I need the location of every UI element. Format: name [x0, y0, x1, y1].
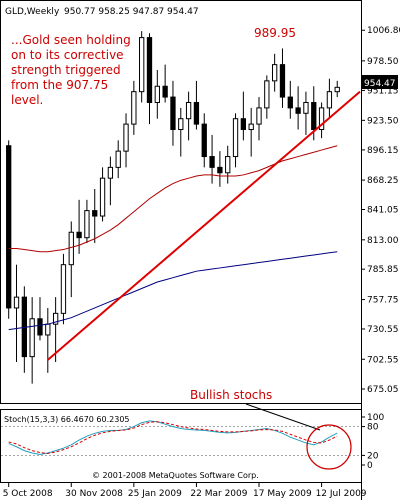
candle-body: [240, 118, 247, 131]
candle-body: [146, 37, 153, 103]
stoch-signal-line: [8, 421, 338, 454]
candle-body: [178, 118, 184, 131]
ohlc-readout: 950.77 958.25 947.87 954.47: [64, 7, 199, 17]
ma-slow-line: [8, 251, 338, 331]
stoch-annotation-arrow: [245, 403, 321, 431]
candle-body: [287, 96, 293, 109]
time-tick-label: 12 Jul 2009: [316, 489, 367, 499]
price-panel-frame: [0, 0, 362, 404]
candle-body: [201, 123, 207, 158]
candle-body: [162, 85, 168, 98]
candle-body: [225, 156, 231, 174]
stoch-main-line: [8, 420, 338, 455]
commentary-line-5: level.: [11, 93, 43, 107]
price-tick-label: 868.25: [367, 176, 399, 186]
price-tick-label: 978.50: [367, 57, 399, 67]
candle-body: [13, 296, 20, 309]
price-tick-label: 813.00: [367, 236, 399, 246]
candle-body: [248, 123, 254, 131]
commentary-line-1: ...Gold seen holding: [11, 33, 131, 47]
stoch-tick-label: 20: [367, 451, 379, 461]
time-tick-label: 30 Nov 2008: [65, 489, 123, 499]
price-tick-label: 730.55: [367, 325, 399, 335]
price-tick-label: 675.05: [367, 385, 399, 395]
candle-body: [170, 96, 176, 131]
stoch-title: Stoch(15,3,3) 66.4670 60.2305: [4, 415, 130, 424]
copyright: © 2001-2008 MetaQuotes Software Corp.: [92, 471, 259, 480]
candle-body: [185, 101, 192, 120]
candle-body: [45, 323, 51, 336]
stoch-highlight-circle: [306, 424, 352, 470]
candle-body: [52, 312, 59, 325]
candle-body: [29, 318, 35, 358]
candle-body: [326, 91, 333, 109]
candle-body: [68, 231, 74, 266]
stoch-panel-frame: [0, 409, 362, 483]
time-axis: 5 Oct 2008 30 Nov 2008 25 Jan 2009 22 Mar 2…: [3, 483, 367, 499]
stoch-tick-label: 100: [367, 413, 384, 423]
stoch-tick-label: 0: [367, 461, 373, 471]
candle-body: [154, 85, 160, 103]
candle-body: [271, 64, 278, 82]
candle-body: [256, 107, 262, 125]
price-tick-label: 757.75: [367, 296, 399, 306]
price-tick-label: 923.50: [367, 116, 399, 126]
candle-body: [264, 80, 270, 109]
symbol-label: GLD,Weekly: [5, 7, 60, 17]
support-trendline: [47, 90, 361, 361]
commentary-line-4: from the 907.75: [11, 78, 108, 92]
candle-body: [311, 101, 317, 131]
candle-body: [84, 210, 90, 239]
candle-body: [131, 91, 137, 125]
current-price-label: 954.47: [364, 79, 396, 89]
price-tick-label: 896.15: [367, 146, 399, 156]
price-tick-label: 702.55: [367, 355, 399, 365]
price-axis: 1006.80 978.50 951.15 923.50 896.15 868.25 841…: [361, 26, 400, 395]
peak-annotation: 989.95: [254, 26, 296, 40]
candle-body: [295, 107, 301, 114]
price-tick-label: 841.05: [367, 205, 399, 215]
moving-averages: [8, 145, 338, 331]
candle-body: [303, 101, 309, 114]
candle-body: [92, 210, 98, 217]
commentary-line-3: strength triggered: [11, 63, 121, 77]
price-tick-label: 785.85: [367, 265, 399, 275]
candle-body: [60, 264, 67, 314]
candle-body: [107, 166, 114, 179]
candle-body: [99, 177, 106, 217]
time-tick-label: 5 Oct 2008: [3, 489, 53, 499]
candle-body: [76, 231, 82, 239]
candle-body: [279, 64, 286, 98]
candle-body: [232, 118, 239, 158]
candle-body: [334, 86, 340, 93]
candle-body: [37, 318, 43, 336]
price-tick-label: 1006.80: [367, 26, 400, 36]
commentary-line-2: on to its corrective: [11, 48, 124, 62]
time-tick-label: 17 May 2009: [253, 489, 312, 499]
candle-body: [193, 101, 200, 125]
trendline-group: [47, 90, 361, 361]
time-tick-label: 22 Mar 2009: [190, 489, 247, 499]
candle-body: [318, 107, 325, 131]
candle-body: [115, 150, 121, 168]
candle-body: [6, 145, 12, 309]
candle-body: [217, 166, 223, 174]
stochastic-series: [1, 420, 361, 456]
stoch-annotation: Bullish stochs: [190, 388, 272, 402]
time-tick-label: 25 Jan 2009: [128, 489, 182, 499]
candle-body: [123, 123, 129, 152]
candle-body: [209, 156, 215, 168]
candle-body: [139, 37, 145, 93]
current-price-box: [362, 75, 398, 89]
stoch-tick-label: 80: [367, 423, 379, 433]
ma-fast-line: [8, 145, 338, 253]
price-tick-label: 951.15: [367, 86, 399, 96]
